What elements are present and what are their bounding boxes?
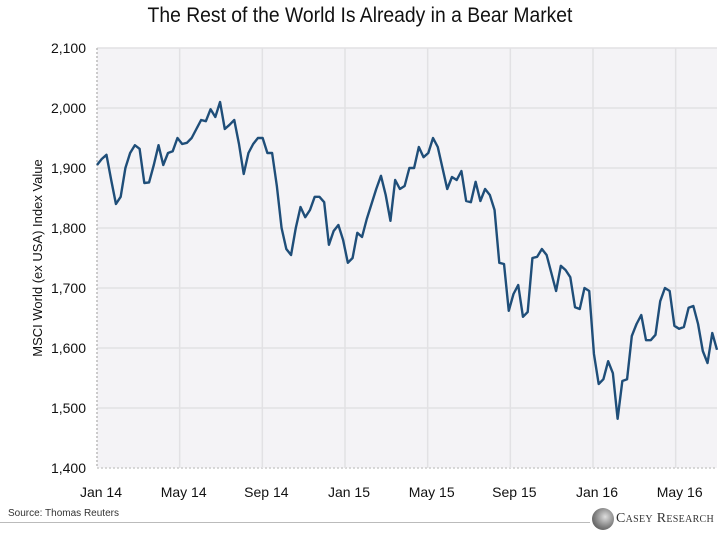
x-tick-label: May 15	[409, 484, 455, 500]
x-tick-label: Jan 16	[576, 484, 618, 500]
y-tick-label: 1,600	[51, 340, 86, 356]
x-tick-label: Sep 14	[244, 484, 289, 500]
source-note: Source: Thomas Reuters	[8, 508, 119, 519]
x-tick-label: Jan 14	[80, 484, 122, 500]
y-tick-label: 2,100	[51, 40, 86, 56]
x-tick-label: Sep 15	[492, 484, 537, 500]
chart-title: The Rest of the World Is Already in a Be…	[147, 4, 573, 27]
x-tick-label: Jan 15	[328, 484, 370, 500]
plot-area	[97, 48, 717, 468]
y-tick-label: 1,700	[51, 280, 86, 296]
y-tick-label: 1,800	[51, 220, 86, 236]
casey-research-logo: Casey Research	[592, 508, 714, 530]
footer-divider	[0, 522, 590, 523]
x-tick-label: May 16	[657, 484, 703, 500]
y-tick-label: 1,400	[51, 460, 86, 476]
logo-mark-icon	[592, 508, 614, 530]
y-tick-label: 1,900	[51, 160, 86, 176]
line-chart: 1,400 1,500 1,600 1,700 1,800 1,900 2,000 2,100…	[30, 40, 719, 500]
series-line	[96, 100, 719, 420]
y-tick-label: 2,000	[51, 100, 86, 116]
x-tick-label: May 14	[161, 484, 207, 500]
y-axis-label: MSCI World (ex USA) Index Value	[30, 159, 45, 356]
y-tick-label: 1,500	[51, 400, 86, 416]
